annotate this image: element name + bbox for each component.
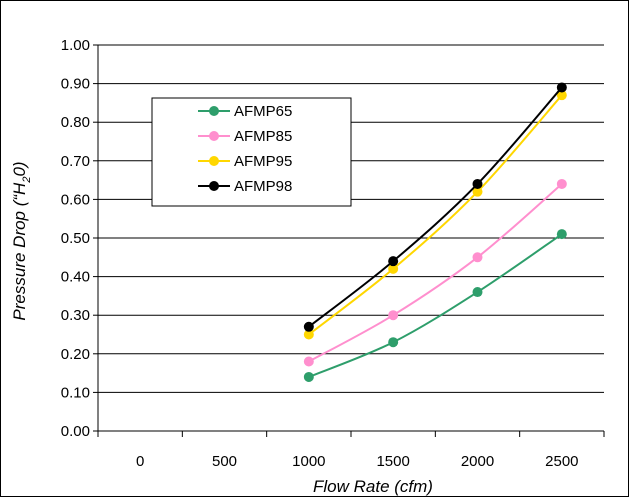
legend-marker-afmp95: [209, 156, 219, 166]
legend-marker-afmp85: [209, 131, 219, 141]
y-tick-label: 0.40: [61, 269, 90, 286]
data-point-afmp65: [303, 371, 314, 382]
y-tick-label: 0.20: [61, 346, 90, 363]
y-tick-label: 0.90: [61, 76, 90, 93]
legend-label-afmp65: AFMP65: [234, 103, 292, 120]
series-lines: [303, 82, 567, 382]
legend-marker-afmp98: [209, 181, 219, 191]
x-tick-label: 0: [136, 453, 144, 470]
legend-label-afmp98: AFMP98: [234, 178, 292, 195]
series-line-afmp98: [308, 86, 563, 328]
data-point-afmp85: [556, 178, 567, 189]
x-tick-label: 500: [212, 453, 237, 470]
legend-label-afmp85: AFMP85: [234, 128, 292, 145]
data-point-afmp65: [472, 287, 483, 298]
data-point-afmp65: [388, 337, 399, 348]
data-point-afmp85: [472, 252, 483, 263]
data-point-afmp65: [556, 229, 567, 240]
x-tick-label: 2500: [545, 453, 578, 470]
y-tick-label: 0.50: [61, 230, 90, 247]
legend-marker-afmp65: [209, 106, 219, 116]
series-line-afmp65: [308, 233, 563, 378]
y-tick-label: 0.80: [61, 114, 90, 131]
data-point-afmp98: [303, 321, 314, 332]
y-tick-label: 0.70: [61, 153, 90, 170]
series-line-afmp85: [308, 183, 563, 363]
y-axis-title-subscript: 2: [21, 177, 33, 184]
series-line-afmp95: [308, 94, 563, 336]
data-point-afmp95: [556, 90, 567, 101]
data-point-afmp98: [472, 178, 483, 189]
x-tick-label: 1500: [376, 453, 409, 470]
data-point-afmp85: [388, 310, 399, 321]
x-axis-title: Flow Rate (cfm): [313, 477, 433, 496]
data-point-afmp98: [388, 256, 399, 267]
y-axis-title: Pressure Drop (“H20): [10, 161, 33, 320]
data-point-afmp95: [472, 186, 483, 197]
data-point-afmp95: [303, 329, 314, 340]
y-tick-label: 1.00: [61, 37, 90, 54]
legend: AFMP65 AFMP85 AFMP95 AFMP98: [151, 97, 352, 207]
data-point-afmp85: [303, 356, 314, 367]
x-tick-labels: 0 500 1000 1500 2000 2500: [136, 453, 579, 470]
y-tick-label: 0.30: [61, 307, 90, 324]
y-tick-label: 0.00: [61, 423, 90, 440]
y-axis-title-end: 0): [10, 161, 29, 176]
x-tick-label: 1000: [292, 453, 325, 470]
data-point-afmp95: [388, 263, 399, 274]
y-axis-title-main: Pressure Drop (“H: [10, 182, 29, 321]
gridlines: [98, 44, 604, 393]
y-tick-label: 0.60: [61, 191, 90, 208]
legend-label-afmp95: AFMP95: [234, 153, 292, 170]
y-tick-labels: 0.00 0.10 0.20 0.30 0.40 0.50 0.60 0.70 0.80 0.90…: [61, 37, 90, 440]
data-point-afmp98: [556, 82, 567, 93]
x-tick-label: 2000: [461, 453, 494, 470]
y-tick-label: 0.10: [61, 384, 90, 401]
axes: [93, 44, 605, 437]
legend-box: [151, 97, 352, 207]
